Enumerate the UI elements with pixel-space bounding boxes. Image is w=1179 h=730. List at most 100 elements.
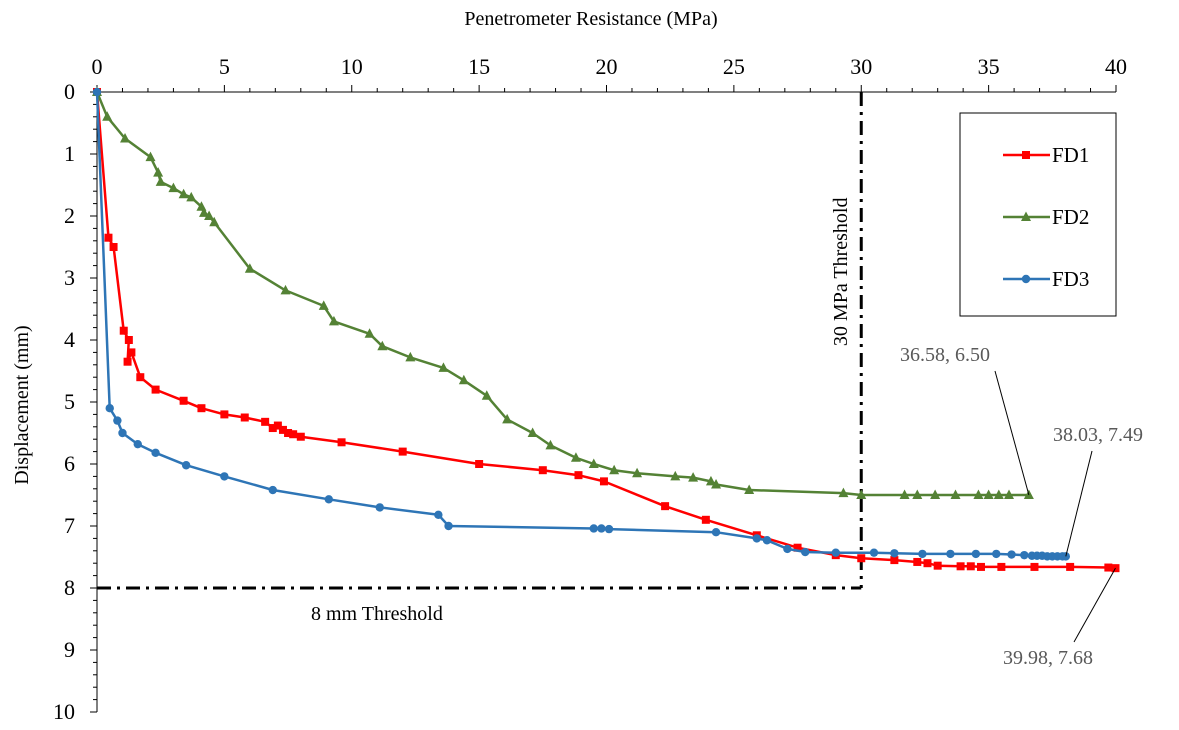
data-point-fd3: [375, 503, 384, 512]
series-fd2: [92, 86, 1034, 499]
data-point-fd2: [950, 489, 961, 499]
data-point-fd1: [398, 447, 407, 456]
data-point-fd1: [278, 425, 287, 434]
data-point-fd2: [438, 362, 449, 372]
legend: FD1 FD2 FD3: [959, 112, 1117, 317]
data-point-fd1: [661, 502, 670, 511]
data-point-fd1: [923, 559, 932, 568]
data-point-fd2: [570, 452, 581, 462]
data-point-fd2: [405, 351, 416, 362]
data-point-fd3: [597, 524, 606, 533]
data-point-fd3: [946, 549, 955, 559]
data-point-fd2: [120, 133, 131, 143]
data-point-fd1: [933, 561, 942, 570]
legend-swatch-marker: [1021, 274, 1031, 284]
data-point-fd2: [280, 284, 291, 295]
data-point-fd1: [179, 396, 188, 405]
data-point-fd2: [705, 475, 716, 486]
y-tick-label: 3: [64, 265, 75, 290]
data-point-fd2: [102, 111, 113, 121]
series-line-fd3: [95, 91, 1066, 558]
data-point-fd1: [261, 417, 270, 426]
annotation-leader-line: [994, 370, 1030, 496]
data-point-fd1: [296, 432, 305, 441]
data-point-fd2: [899, 489, 910, 499]
data-point-fd3: [783, 544, 792, 554]
data-point-fd3: [918, 549, 927, 559]
data-point-fd3: [220, 472, 229, 481]
data-point-fd1: [104, 233, 113, 242]
data-point-fd1: [220, 410, 229, 419]
data-point-fd2: [711, 478, 722, 489]
data-point-fd1: [289, 430, 298, 439]
data-point-fd2: [244, 263, 255, 273]
data-point-fd2: [688, 472, 699, 482]
x-tick-label: 0: [92, 54, 103, 79]
data-point-fd2: [209, 216, 220, 227]
data-point-fd2: [186, 191, 197, 202]
data-point-fd1: [240, 413, 249, 422]
data-point-fd1: [151, 385, 160, 394]
axes-layer: 0 5 10 15 20 25 30 35 40 0 1 2 3 4 5 6 7 8 9 10: [53, 54, 1127, 724]
data-point-fd3: [589, 524, 598, 533]
y-tick-label: 8: [64, 575, 75, 600]
data-point-fd2: [527, 427, 538, 437]
data-point-fd2: [973, 489, 984, 499]
data-point-fd1: [337, 438, 346, 447]
data-point-fd1: [793, 543, 802, 552]
annotation-layer: 36.58, 6.50 38.03, 7.49 39.98, 7.68: [900, 344, 1143, 669]
data-point-fd3: [762, 536, 772, 545]
data-point-fd3: [992, 549, 1001, 559]
y-tick-label: 4: [64, 327, 75, 352]
legend-label-fd3: FD3: [1052, 267, 1089, 291]
x-tick-label: 25: [723, 54, 745, 79]
data-point-fd1: [109, 243, 118, 251]
series-fd3: [92, 87, 1071, 561]
data-point-fd2: [930, 489, 941, 499]
y-tick-label: 7: [64, 513, 75, 538]
data-point-fd1: [538, 466, 547, 475]
data-point-fd2: [168, 182, 179, 193]
data-point-fd2: [145, 151, 156, 162]
annotation-leader-line: [1065, 450, 1093, 557]
data-point-fd1: [284, 429, 293, 437]
data-point-fd2: [993, 489, 1004, 499]
data-point-fd3: [118, 428, 127, 438]
data-point-fd3: [752, 534, 762, 543]
data-point-fd2: [153, 167, 164, 177]
legend-label-fd1: FD1: [1052, 143, 1089, 167]
data-point-fd3: [444, 521, 453, 531]
y-tick-label: 10: [53, 699, 75, 724]
data-point-fd1: [1030, 562, 1039, 571]
data-point-fd3: [801, 547, 810, 557]
annotation-label: 38.03, 7.49: [1053, 424, 1143, 446]
x-tick-label: 15: [468, 54, 490, 79]
data-point-fd3: [92, 87, 102, 97]
data-point-fd1: [1104, 563, 1113, 572]
data-point-fd3: [1007, 550, 1016, 559]
annotation-label: 36.58, 6.50: [900, 344, 990, 366]
data-point-fd2: [328, 315, 339, 326]
data-point-fd2: [588, 458, 599, 468]
data-point-fd1: [127, 348, 136, 357]
data-point-fd1: [857, 554, 866, 563]
data-point-fd3: [113, 416, 122, 425]
data-point-fd3: [133, 439, 142, 449]
data-point-fd3: [711, 528, 721, 537]
data-point-fd2: [545, 439, 556, 450]
data-point-fd1: [273, 421, 282, 430]
y-tick-label: 6: [64, 451, 75, 476]
data-point-fd2: [364, 328, 375, 338]
series-layer: [92, 86, 1120, 573]
data-point-fd3: [604, 524, 614, 534]
x-tick-label: 5: [219, 54, 230, 79]
annotation-leader-line: [1073, 567, 1116, 643]
data-point-fd2: [204, 210, 215, 220]
y-tick-label: 0: [64, 79, 75, 104]
data-point-fd2: [481, 390, 492, 400]
data-point-fd3: [151, 448, 160, 458]
y-tick-label: 1: [64, 141, 75, 166]
series-line-fd2: [95, 91, 1029, 497]
data-point-fd1: [913, 557, 922, 566]
